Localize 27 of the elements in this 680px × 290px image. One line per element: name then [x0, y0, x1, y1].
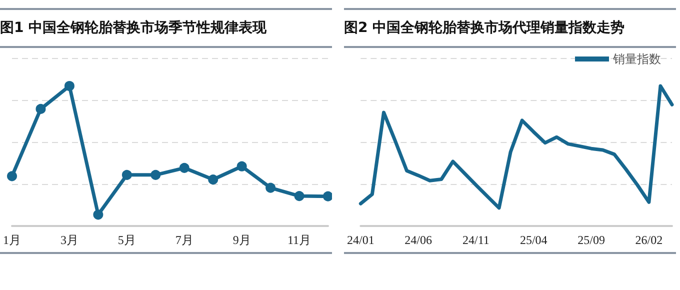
- point: [122, 170, 132, 180]
- x-tick-label: 24/01: [346, 233, 374, 247]
- x-tick-label: 24/11: [462, 233, 490, 247]
- x-tick-label: 11月: [287, 233, 312, 247]
- point: [150, 170, 161, 180]
- point: [294, 191, 304, 202]
- x-tick-label: 26/02: [635, 233, 663, 247]
- point: [236, 161, 247, 172]
- point: [93, 210, 104, 220]
- chart-title: 图2 中国全钢轮胎替换市场代理销量指数走势: [344, 8, 676, 48]
- point: [7, 171, 17, 182]
- x-tick-label: 9月: [232, 233, 251, 247]
- point: [36, 104, 46, 114]
- chart-title: 图1 中国全钢轮胎替换市场季节性规律表现: [0, 8, 332, 48]
- x-tick-label: 25/09: [578, 233, 605, 247]
- x-tick-label: 24/06: [404, 233, 432, 247]
- point: [179, 162, 190, 173]
- x-tick-label: 1月: [3, 233, 21, 247]
- x-tick-label: 25/04: [520, 233, 548, 247]
- legend-label: 销量指数: [612, 52, 661, 66]
- x-tick-label: 3月: [60, 233, 78, 247]
- x-tick-label: 7月: [175, 233, 194, 247]
- point: [64, 81, 74, 91]
- x-tick-label: 5月: [118, 233, 136, 247]
- point: [208, 174, 218, 185]
- point: [266, 182, 276, 193]
- point: [323, 191, 332, 202]
